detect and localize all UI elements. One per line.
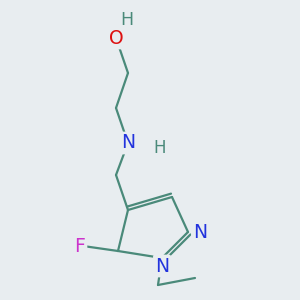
Text: F: F (75, 236, 86, 256)
Text: N: N (155, 256, 169, 275)
Text: N: N (121, 134, 135, 152)
Text: H: H (120, 11, 134, 29)
Text: N: N (193, 223, 207, 242)
Text: O: O (109, 28, 123, 47)
Text: H: H (154, 139, 166, 157)
